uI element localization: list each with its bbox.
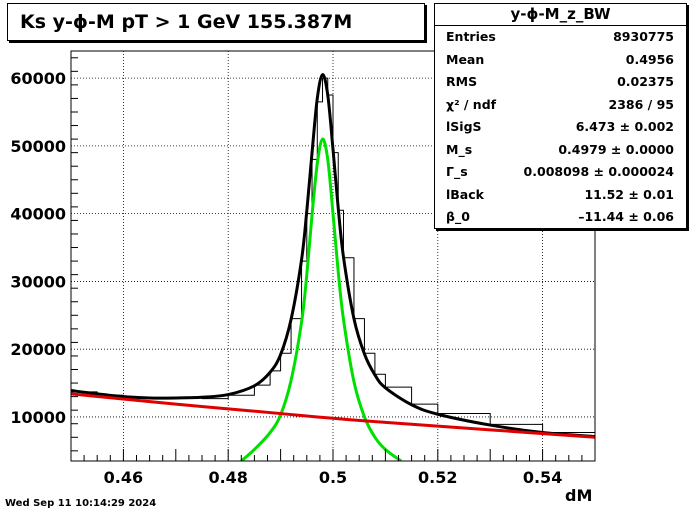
stats-title: y-ϕ-M_z_BW (435, 4, 686, 26)
stats-value: 11.52 ± 0.01 (584, 186, 674, 202)
x-tick-label: 0.46 (104, 468, 143, 487)
stats-row: Γ_s 0.008098 ± 0.000024 (435, 161, 686, 184)
stats-row: RMS 0.02375 (435, 71, 686, 94)
stats-row: M_s 0.4979 ± 0.0000 (435, 139, 686, 162)
stats-row: lSigS 6.473 ± 0.002 (435, 116, 686, 139)
stats-label: lSigS (446, 119, 482, 134)
x-tick-label: 0.52 (418, 468, 457, 487)
stats-value: 0.4979 ± 0.0000 (558, 141, 674, 157)
stats-row: β_0 –11.44 ± 0.06 (435, 206, 686, 229)
stats-value: –11.44 ± 0.06 (578, 209, 674, 224)
stats-value: 8930775 (613, 29, 674, 44)
stats-value: 6.473 ± 0.002 (575, 119, 674, 134)
series-1-curve (71, 73, 595, 439)
stats-row: Entries 8930775 (435, 26, 686, 49)
stats-label: RMS (446, 74, 478, 89)
y-tick-label: 50000 (10, 137, 66, 156)
curves (71, 73, 595, 461)
series-3-curve (71, 392, 595, 439)
stats-value: 2386 / 95 (608, 96, 674, 112)
y-tick-label: 40000 (10, 205, 66, 224)
y-tick-label: 20000 (10, 340, 66, 359)
stats-value: 0.4956 (625, 51, 674, 67)
stats-rows: Entries 8930775 Mean 0.4956 RMS 0.02375 χ² / n… (435, 26, 686, 229)
y-tick-label: 30000 (10, 272, 66, 291)
y-tick-label: 60000 (10, 69, 66, 88)
x-axis-label: dM (565, 486, 593, 505)
stats-row: lBack 11.52 ± 0.01 (435, 184, 686, 207)
stats-value: 0.008098 ± 0.000024 (523, 164, 674, 179)
x-tick-label: 0.48 (208, 468, 247, 487)
x-tick-label: 0.54 (523, 468, 562, 487)
plot-title-box: Ks y-ϕ-M pT > 1 GeV 155.387M (7, 3, 425, 41)
stats-label: M_s (446, 141, 473, 157)
axis-tick-labels: 0.46 0.48 0.5 0.52 0.54 10000 20000 30000 40000 5… (10, 69, 562, 487)
stats-label: lBack (446, 186, 484, 202)
plot-title: Ks y-ϕ-M pT > 1 GeV 155.387M (20, 11, 353, 33)
stats-label: Mean (446, 51, 485, 67)
stats-label: Γ_s (446, 164, 468, 179)
stats-label: β_0 (446, 209, 470, 224)
stats-row: Mean 0.4956 (435, 49, 686, 72)
stats-label: χ² / ndf (446, 96, 497, 112)
timestamp: Wed Sep 11 10:14:29 2024 (5, 498, 157, 509)
stats-label: Entries (446, 29, 496, 44)
axis-ticks (70, 57, 596, 461)
stats-box: y-ϕ-M_z_BW Entries 8930775 Mean 0.4956 RMS 0.… (434, 3, 687, 229)
stats-row: χ² / ndf 2386 / 95 (435, 94, 686, 117)
x-tick-label: 0.5 (319, 468, 347, 487)
y-tick-label: 10000 (10, 408, 66, 427)
stats-value: 0.02375 (617, 74, 674, 89)
